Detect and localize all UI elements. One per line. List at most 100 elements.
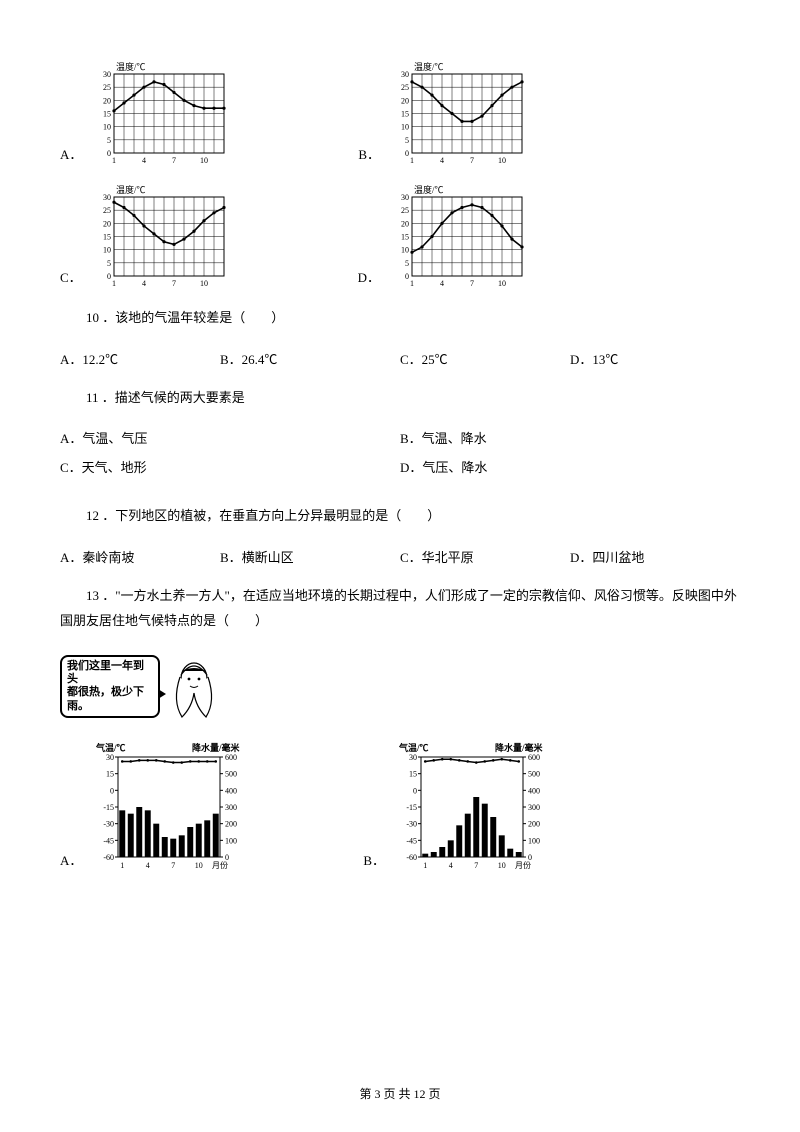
svg-text:7: 7 [172,156,176,165]
q12-opt-c: C．华北平原 [400,547,570,566]
svg-text:20: 20 [401,96,409,105]
svg-text:600: 600 [528,753,540,762]
svg-text:-60: -60 [104,853,115,862]
svg-text:4: 4 [146,861,150,870]
svg-text:温度/℃: 温度/℃ [414,61,444,72]
svg-text:-30: -30 [104,820,115,829]
svg-text:30: 30 [106,753,114,762]
q11-opt-a: A．气温、气压 [60,428,400,447]
chart-c-label: C． [60,267,82,286]
q11-opt-b: B．气温、降水 [400,428,740,447]
svg-text:10: 10 [103,123,111,132]
svg-text:10: 10 [103,246,111,255]
svg-text:400: 400 [225,787,237,796]
svg-text:4: 4 [440,156,444,165]
chart-block-c: C． 温度/℃05101520253014710 [60,183,228,288]
svg-text:气温/℃: 气温/℃ [95,742,126,753]
chart-block-d: D． 温度/℃05101520253014710 [358,183,526,288]
svg-text:30: 30 [409,753,417,762]
svg-text:10: 10 [498,279,506,288]
svg-text:500: 500 [528,770,540,779]
svg-text:7: 7 [172,861,176,870]
speech-line1: 我们这里一年到头 [67,660,153,686]
svg-text:5: 5 [107,259,111,268]
q10-text: 10 ．该地的气温年较差是（ ） [60,306,740,331]
chart-a-label: A． [60,144,82,163]
svg-text:7: 7 [470,279,474,288]
svg-text:1: 1 [410,279,414,288]
svg-text:400: 400 [528,787,540,796]
svg-text:30: 30 [103,193,111,202]
chart-b-label: B． [358,144,380,163]
person-icon [164,651,224,721]
q11-text: 11 ．描述气候的两大要素是 [60,386,740,411]
svg-text:-15: -15 [406,803,417,812]
svg-text:15: 15 [401,110,409,119]
svg-text:4: 4 [440,279,444,288]
svg-text:10: 10 [200,279,208,288]
svg-text:-15: -15 [104,803,115,812]
svg-text:25: 25 [401,83,409,92]
speech-bubble: 我们这里一年到头 都很热，极少下雨。 [60,655,160,718]
q11-opt-c: C．天气、地形 [60,457,400,476]
svg-text:30: 30 [103,70,111,79]
svg-text:1: 1 [121,861,125,870]
temp-chart-b: 温度/℃05101520253014710 [386,60,526,165]
svg-text:15: 15 [103,233,111,242]
q11-options: A．气温、气压 B．气温、降水 C．天气、地形 D．气压、降水 [60,428,740,486]
svg-text:30: 30 [401,193,409,202]
svg-text:-45: -45 [406,837,417,846]
q12-opt-a: A．秦岭南坡 [60,547,220,566]
svg-text:5: 5 [405,259,409,268]
climate-chart-b: 气温/℃降水量/毫米-60-45-30-15015300100200300400… [391,741,551,871]
svg-text:温度/℃: 温度/℃ [116,184,146,195]
svg-text:15: 15 [409,770,417,779]
climate-a-label: A． [60,850,82,869]
svg-text:-30: -30 [406,820,417,829]
svg-text:7: 7 [470,156,474,165]
chart-row-2: C． 温度/℃05101520253014710 D． 温度/℃05101520… [60,183,740,288]
svg-text:7: 7 [172,279,176,288]
chart-d-label: D． [358,267,380,286]
q10-opt-d: D．13℃ [570,349,618,368]
svg-text:100: 100 [225,837,237,846]
svg-text:15: 15 [103,110,111,119]
svg-text:25: 25 [103,83,111,92]
svg-text:温度/℃: 温度/℃ [116,61,146,72]
svg-text:500: 500 [225,770,237,779]
svg-text:10: 10 [498,861,506,870]
svg-text:25: 25 [103,206,111,215]
svg-text:气温/℃: 气温/℃ [398,742,429,753]
svg-text:-60: -60 [406,853,417,862]
q10-opt-c: C．25℃ [400,349,570,368]
temp-chart-d: 温度/℃05101520253014710 [386,183,526,288]
svg-text:月份: 月份 [212,860,228,870]
svg-text:0: 0 [413,787,417,796]
svg-text:4: 4 [142,156,146,165]
svg-text:5: 5 [107,136,111,145]
svg-text:降水量/毫米: 降水量/毫米 [192,742,241,753]
svg-text:0: 0 [110,787,114,796]
svg-text:20: 20 [103,219,111,228]
svg-text:10: 10 [401,123,409,132]
svg-text:15: 15 [401,233,409,242]
svg-text:4: 4 [142,279,146,288]
svg-text:15: 15 [106,770,114,779]
svg-text:1: 1 [410,156,414,165]
chart-block-a: A． 温度/℃05101520253014710 [60,60,228,165]
svg-text:20: 20 [401,219,409,228]
svg-text:10: 10 [195,861,203,870]
svg-text:600: 600 [225,753,237,762]
q13-text: 13 ．"一方水土养一方人"，在适应当地环境的长期过程中，人们形成了一定的宗教信… [60,588,737,628]
q10-opt-b: B．26.4℃ [220,349,400,368]
climate-chart-a: 气温/℃降水量/毫米-60-45-30-15015300100200300400… [88,741,248,871]
svg-text:300: 300 [528,803,540,812]
svg-text:25: 25 [401,206,409,215]
q10-opt-a: A．12.2℃ [60,349,220,368]
q11-opt-d: D．气压、降水 [400,457,740,476]
q12-options: A．秦岭南坡 B．横断山区 C．华北平原 D．四川盆地 [60,547,740,566]
climate-row: A． 气温/℃降水量/毫米-60-45-30-15015300100200300… [60,741,740,871]
svg-text:7: 7 [474,861,478,870]
svg-text:10: 10 [200,156,208,165]
svg-text:0: 0 [107,149,111,158]
